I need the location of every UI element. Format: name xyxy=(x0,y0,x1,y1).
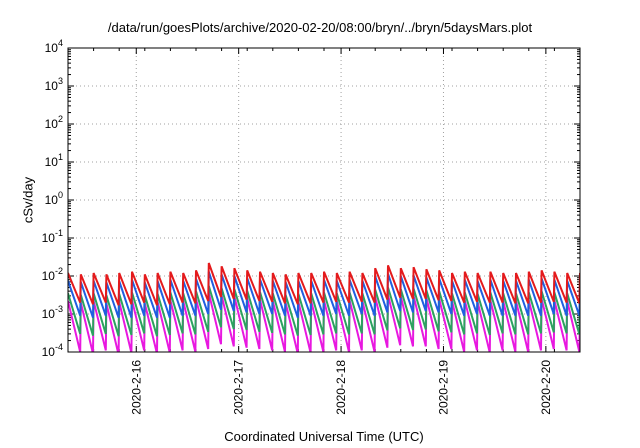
y-tick-label: 10-2 xyxy=(42,266,63,283)
y-tick-label: 10-1 xyxy=(42,228,63,245)
y-tick-label: 10-4 xyxy=(42,342,63,359)
x-tick-label: 2020-2-18 xyxy=(334,360,348,415)
series-line xyxy=(68,262,580,306)
y-tick-label: 100 xyxy=(45,190,63,207)
chart-title: /data/run/goesPlots/archive/2020-02-20/0… xyxy=(107,20,533,35)
x-tick-label: 2020-2-16 xyxy=(129,360,143,415)
y-tick-label: 102 xyxy=(45,114,63,131)
y-tick-label: 101 xyxy=(45,152,63,169)
y-tick-label: 10-3 xyxy=(42,304,63,321)
plot-frame xyxy=(67,47,581,353)
series-group xyxy=(68,262,580,352)
y-tick-label: 103 xyxy=(45,76,63,93)
y-tick-label: 104 xyxy=(45,38,63,55)
x-tick-label: 2020-2-17 xyxy=(232,360,246,415)
x-axis-label: Coordinated Universal Time (UTC) xyxy=(224,429,424,444)
x-tick-label: 2020-2-20 xyxy=(539,360,553,415)
x-tick-label: 2020-2-19 xyxy=(436,360,450,415)
